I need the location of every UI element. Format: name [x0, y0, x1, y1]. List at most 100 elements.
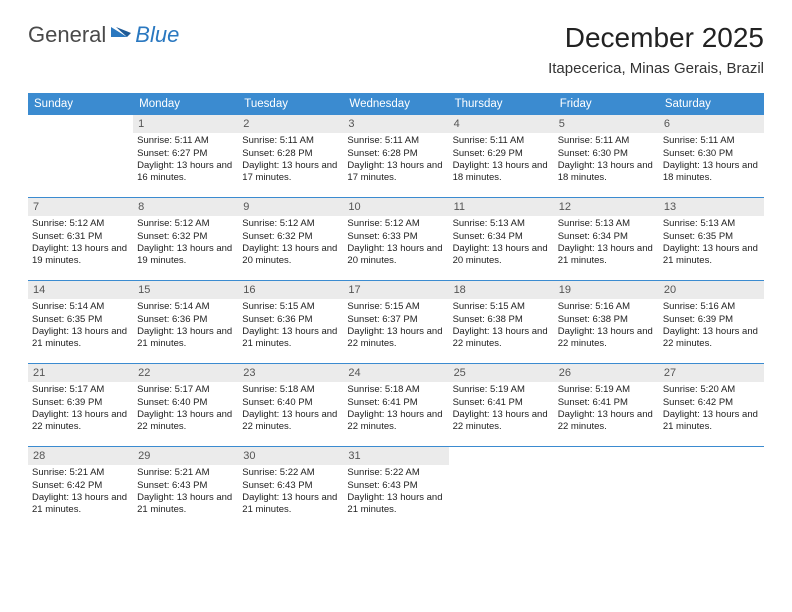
- sunset-line: Sunset: 6:29 PM: [453, 148, 550, 160]
- sunrise-line: Sunrise: 5:11 AM: [663, 135, 760, 147]
- day-header: Friday: [554, 93, 659, 115]
- daylight-line: Daylight: 13 hours and 21 minutes.: [347, 492, 444, 517]
- day-cell: 30Sunrise: 5:22 AMSunset: 6:43 PMDayligh…: [238, 447, 343, 529]
- day-cell: 25Sunrise: 5:19 AMSunset: 6:41 PMDayligh…: [449, 364, 554, 446]
- daylight-line: Daylight: 13 hours and 17 minutes.: [347, 160, 444, 185]
- daylight-line: Daylight: 13 hours and 16 minutes.: [137, 160, 234, 185]
- sunrise-line: Sunrise: 5:18 AM: [242, 384, 339, 396]
- daylight-line: Daylight: 13 hours and 20 minutes.: [453, 243, 550, 268]
- day-cell: 27Sunrise: 5:20 AMSunset: 6:42 PMDayligh…: [659, 364, 764, 446]
- sunset-line: Sunset: 6:43 PM: [137, 480, 234, 492]
- month-title: December 2025: [548, 22, 764, 54]
- daylight-line: Daylight: 13 hours and 20 minutes.: [347, 243, 444, 268]
- day-cell: 17Sunrise: 5:15 AMSunset: 6:37 PMDayligh…: [343, 281, 448, 363]
- day-cell: 29Sunrise: 5:21 AMSunset: 6:43 PMDayligh…: [133, 447, 238, 529]
- sunrise-line: Sunrise: 5:19 AM: [558, 384, 655, 396]
- sunset-line: Sunset: 6:36 PM: [242, 314, 339, 326]
- sunset-line: Sunset: 6:42 PM: [663, 397, 760, 409]
- day-content: Sunrise: 5:15 AMSunset: 6:38 PMDaylight:…: [449, 299, 554, 354]
- day-cell: 1Sunrise: 5:11 AMSunset: 6:27 PMDaylight…: [133, 115, 238, 197]
- sunrise-line: Sunrise: 5:16 AM: [663, 301, 760, 313]
- day-cell: 13Sunrise: 5:13 AMSunset: 6:35 PMDayligh…: [659, 198, 764, 280]
- day-cell: .: [449, 447, 554, 529]
- day-header: Monday: [133, 93, 238, 115]
- day-content: Sunrise: 5:16 AMSunset: 6:39 PMDaylight:…: [659, 299, 764, 354]
- day-content: Sunrise: 5:12 AMSunset: 6:31 PMDaylight:…: [28, 216, 133, 271]
- day-header: Tuesday: [238, 93, 343, 115]
- day-content: Sunrise: 5:15 AMSunset: 6:36 PMDaylight:…: [238, 299, 343, 354]
- daylight-line: Daylight: 13 hours and 21 minutes.: [663, 409, 760, 434]
- daylight-line: Daylight: 13 hours and 20 minutes.: [242, 243, 339, 268]
- day-content: Sunrise: 5:13 AMSunset: 6:34 PMDaylight:…: [554, 216, 659, 271]
- day-number: 21: [28, 364, 133, 382]
- sunrise-line: Sunrise: 5:11 AM: [347, 135, 444, 147]
- sunset-line: Sunset: 6:36 PM: [137, 314, 234, 326]
- day-number: 1: [133, 115, 238, 133]
- day-cell: 31Sunrise: 5:22 AMSunset: 6:43 PMDayligh…: [343, 447, 448, 529]
- daylight-line: Daylight: 13 hours and 22 minutes.: [347, 326, 444, 351]
- day-content: Sunrise: 5:22 AMSunset: 6:43 PMDaylight:…: [343, 465, 448, 520]
- day-content: Sunrise: 5:19 AMSunset: 6:41 PMDaylight:…: [449, 382, 554, 437]
- day-number: 7: [28, 198, 133, 216]
- sunrise-line: Sunrise: 5:13 AM: [453, 218, 550, 230]
- day-cell: 12Sunrise: 5:13 AMSunset: 6:34 PMDayligh…: [554, 198, 659, 280]
- day-cell: 21Sunrise: 5:17 AMSunset: 6:39 PMDayligh…: [28, 364, 133, 446]
- day-cell: 16Sunrise: 5:15 AMSunset: 6:36 PMDayligh…: [238, 281, 343, 363]
- daylight-line: Daylight: 13 hours and 22 minutes.: [242, 409, 339, 434]
- day-number: 16: [238, 281, 343, 299]
- sunrise-line: Sunrise: 5:12 AM: [347, 218, 444, 230]
- daylight-line: Daylight: 13 hours and 22 minutes.: [347, 409, 444, 434]
- day-content: Sunrise: 5:17 AMSunset: 6:39 PMDaylight:…: [28, 382, 133, 437]
- day-number: 3: [343, 115, 448, 133]
- day-number: 29: [133, 447, 238, 465]
- sunset-line: Sunset: 6:39 PM: [32, 397, 129, 409]
- day-content: Sunrise: 5:17 AMSunset: 6:40 PMDaylight:…: [133, 382, 238, 437]
- sunrise-line: Sunrise: 5:16 AM: [558, 301, 655, 313]
- week-row: 28 Sunrise: 5:21 AMSunset: 6:42 PM Dayligh…: [28, 447, 764, 529]
- daylight-line: Daylight: 13 hours and 21 minutes.: [137, 326, 234, 351]
- day-cell: 24Sunrise: 5:18 AMSunset: 6:41 PMDayligh…: [343, 364, 448, 446]
- day-cell: 5Sunrise: 5:11 AMSunset: 6:30 PMDaylight…: [554, 115, 659, 197]
- day-number: 13: [659, 198, 764, 216]
- sunrise-line: Sunrise: 5:11 AM: [558, 135, 655, 147]
- daylight-line: Daylight: 13 hours and 22 minutes.: [663, 326, 760, 351]
- sunrise-line: Sunrise: 5:12 AM: [137, 218, 234, 230]
- daylight-line: Daylight: 13 hours and 19 minutes.: [32, 243, 129, 268]
- day-content: Sunrise: 5:16 AMSunset: 6:38 PMDaylight:…: [554, 299, 659, 354]
- daylight-line: Daylight: 13 hours and 22 minutes.: [558, 409, 655, 434]
- day-cell: 8Sunrise: 5:12 AMSunset: 6:32 PMDaylight…: [133, 198, 238, 280]
- day-cell: 4Sunrise: 5:11 AMSunset: 6:29 PMDaylight…: [449, 115, 554, 197]
- sunset-line: Sunset: 6:35 PM: [663, 231, 760, 243]
- day-cell: 2Sunrise: 5:11 AMSunset: 6:28 PMDaylight…: [238, 115, 343, 197]
- sunset-line: Sunset: 6:31 PM: [32, 231, 129, 243]
- day-content: Sunrise: 5:13 AMSunset: 6:35 PMDaylight:…: [659, 216, 764, 271]
- day-content: Sunrise: 5:12 AMSunset: 6:33 PMDaylight:…: [343, 216, 448, 271]
- title-block: December 2025 Itapecerica, Minas Gerais,…: [548, 22, 764, 77]
- sunset-line: Sunset: 6:42 PM: [32, 480, 129, 492]
- day-number: 20: [659, 281, 764, 299]
- day-headers-row: SundayMondayTuesdayWednesdayThursdayFrid…: [28, 93, 764, 115]
- day-cell: 6Sunrise: 5:11 AMSunset: 6:30 PMDaylight…: [659, 115, 764, 197]
- logo-text-blue: Blue: [135, 22, 179, 48]
- day-cell: 26Sunrise: 5:19 AMSunset: 6:41 PMDayligh…: [554, 364, 659, 446]
- day-header: Sunday: [28, 93, 133, 115]
- day-cell: 7Sunrise: 5:12 AMSunset: 6:31 PMDaylight…: [28, 198, 133, 280]
- daylight-line: Daylight: 13 hours and 17 minutes.: [242, 160, 339, 185]
- week-row: 21Sunrise: 5:17 AMSunset: 6:39 PMDayligh…: [28, 364, 764, 447]
- day-header: Thursday: [449, 93, 554, 115]
- day-number: 28: [28, 447, 133, 465]
- day-number: 26: [554, 364, 659, 382]
- daylight-line: Daylight: 13 hours and 22 minutes.: [137, 409, 234, 434]
- daylight-line: Daylight: 13 hours and 21 minutes.: [137, 492, 234, 517]
- day-number: 23: [238, 364, 343, 382]
- day-number: 22: [133, 364, 238, 382]
- daylight-line: Daylight: 13 hours and 19 minutes.: [137, 243, 234, 268]
- sunrise-line: Sunrise: 5:20 AM: [663, 384, 760, 396]
- sunrise-line: Sunrise: 5:21 AM: [32, 467, 129, 479]
- sunset-line: Sunset: 6:28 PM: [242, 148, 339, 160]
- sunset-line: Sunset: 6:30 PM: [558, 148, 655, 160]
- sunrise-line: Sunrise: 5:15 AM: [453, 301, 550, 313]
- sunrise-line: Sunrise: 5:13 AM: [558, 218, 655, 230]
- sunset-line: Sunset: 6:32 PM: [137, 231, 234, 243]
- day-content: Sunrise: 5:18 AMSunset: 6:41 PMDaylight:…: [343, 382, 448, 437]
